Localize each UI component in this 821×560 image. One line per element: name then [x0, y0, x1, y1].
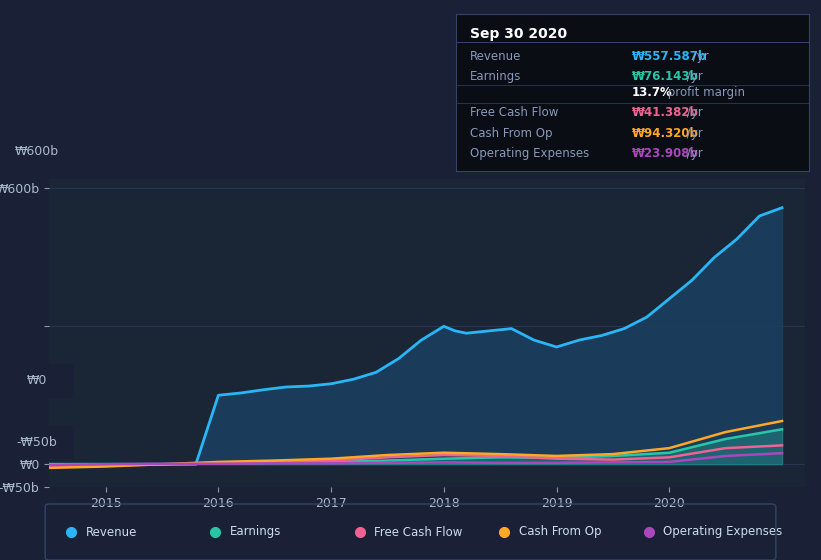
Text: Operating Expenses: Operating Expenses [663, 525, 782, 539]
Text: -₩50b: -₩50b [16, 436, 57, 449]
Text: ₩41.382b: ₩41.382b [632, 106, 699, 119]
Text: ₩0: ₩0 [27, 374, 47, 388]
Text: Operating Expenses: Operating Expenses [470, 147, 589, 160]
Text: ₩557.587b: ₩557.587b [632, 50, 708, 63]
Text: ₩600b: ₩600b [15, 144, 59, 158]
Text: ₩23.908b: ₩23.908b [632, 147, 699, 160]
Text: Revenue: Revenue [85, 525, 137, 539]
Text: Cash From Op: Cash From Op [519, 525, 601, 539]
Text: profit margin: profit margin [664, 86, 745, 99]
Text: ₩94.320b: ₩94.320b [632, 127, 699, 139]
Text: Free Cash Flow: Free Cash Flow [374, 525, 463, 539]
Text: /yr: /yr [683, 106, 703, 119]
Text: Sep 30 2020: Sep 30 2020 [470, 26, 567, 40]
Text: Earnings: Earnings [230, 525, 282, 539]
Text: /yr: /yr [683, 127, 703, 139]
Text: Revenue: Revenue [470, 50, 521, 63]
Text: 13.7%: 13.7% [632, 86, 673, 99]
Text: Free Cash Flow: Free Cash Flow [470, 106, 558, 119]
Text: Cash From Op: Cash From Op [470, 127, 553, 139]
Text: /yr: /yr [683, 147, 703, 160]
Text: /yr: /yr [683, 70, 703, 83]
Text: Earnings: Earnings [470, 70, 521, 83]
Text: ₩76.143b: ₩76.143b [632, 70, 699, 83]
Text: /yr: /yr [690, 50, 709, 63]
